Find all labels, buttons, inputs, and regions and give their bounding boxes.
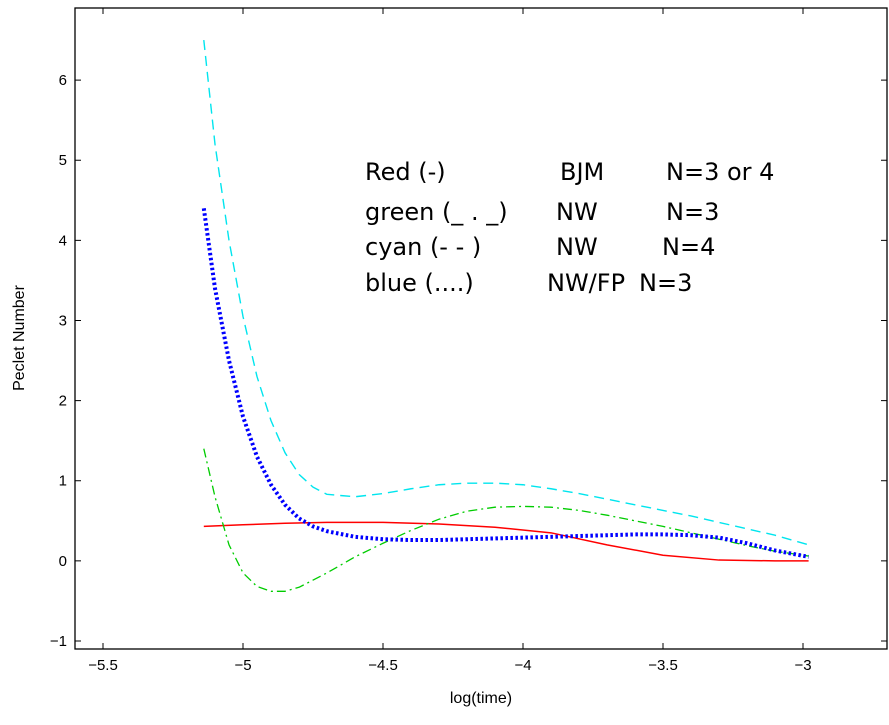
y-tick-label: 5 (59, 152, 67, 169)
legend-line-3-style: cyan (- - ) (365, 233, 481, 261)
legend-line-1-n: N=3 or 4 (666, 158, 774, 186)
x-tick-label: −4 (514, 657, 531, 674)
y-axis-label: Peclet Number (11, 284, 28, 390)
plot-background (75, 8, 887, 649)
series-line-dashed (203, 39, 809, 546)
y-tick-label: 4 (59, 232, 67, 249)
y-tick-label: 0 (59, 553, 67, 570)
legend-line-4-n: N=3 (639, 269, 692, 297)
x-axis-label: log(time) (450, 690, 512, 707)
y-tick-label: 2 (59, 393, 67, 410)
legend-line-1-style: Red (-) (365, 158, 446, 186)
x-tick-label: −4.5 (368, 657, 398, 674)
x-tick-label: −5 (234, 657, 251, 674)
x-tick-label: −3.5 (648, 657, 678, 674)
legend-line-1-method: BJM (560, 158, 604, 186)
ticks-layer: −5.5 −5 −4.5 −4 −3.5 −3 −1 0 1 2 3 4 5 6 (50, 8, 887, 674)
series-line-solid (203, 521, 809, 562)
legend-line-4-method: NW/FP (547, 269, 625, 297)
series-line-dotted (201, 208, 809, 559)
plot-frame (74, 7, 888, 650)
y-tick-label: 1 (59, 473, 67, 490)
y-tick-label: 3 (59, 312, 67, 329)
legend-line-2-method: NW (556, 198, 598, 226)
legend-line-3-method: NW (556, 233, 598, 261)
x-tick-label: −3 (794, 657, 811, 674)
legend-line-2-n: N=3 (666, 198, 719, 226)
series-layer (201, 39, 809, 592)
legend-line-2-style: green (_ . _) (365, 198, 508, 226)
y-tick-label: −1 (50, 633, 67, 650)
series-line-dashdot (203, 448, 809, 592)
legend-line-3-n: N=4 (662, 233, 715, 261)
y-tick-label: 6 (59, 72, 67, 89)
legend-annotation: Red (-) BJM N=3 or 4 green (_ . _) NW N=… (365, 158, 774, 297)
x-tick-label: −5.5 (88, 657, 118, 674)
legend-line-4-style: blue (....) (365, 269, 474, 297)
